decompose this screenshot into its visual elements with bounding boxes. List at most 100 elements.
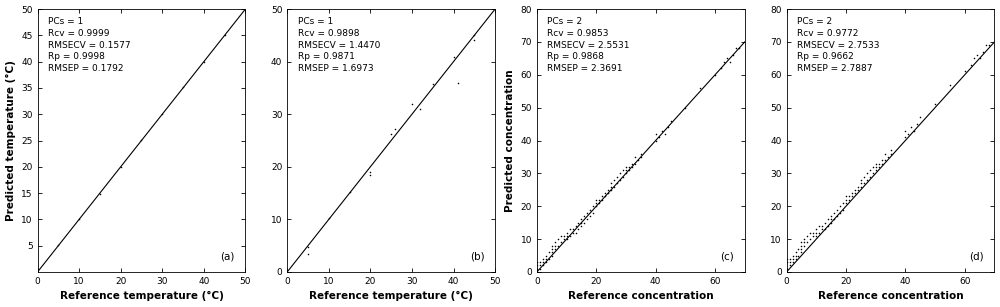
Point — [606, 184, 622, 189]
Point — [835, 200, 851, 205]
Point — [556, 237, 572, 242]
Point — [609, 181, 625, 186]
Point — [808, 230, 824, 235]
Point — [793, 243, 809, 248]
Point — [603, 187, 619, 192]
Point — [713, 66, 729, 71]
Point — [909, 122, 925, 126]
X-axis label: Reference concentration: Reference concentration — [818, 291, 963, 301]
Point — [981, 43, 997, 48]
Point — [466, 32, 482, 37]
Point — [826, 217, 842, 222]
X-axis label: Reference temperature (°C): Reference temperature (°C) — [60, 291, 223, 301]
Point — [466, 37, 482, 42]
Point — [547, 240, 563, 245]
Point — [541, 256, 557, 261]
Point — [559, 233, 575, 238]
Point — [612, 171, 628, 176]
Point — [779, 256, 795, 261]
Point — [538, 260, 554, 265]
Point — [217, 32, 233, 37]
Point — [633, 154, 649, 159]
Text: PCs = 1
Rcv = 0.9999
RMSECV = 0.1577
Rp = 0.9998
RMSEP = 0.1792: PCs = 1 Rcv = 0.9999 RMSECV = 0.1577 Rp … — [48, 17, 131, 73]
Point — [779, 270, 795, 274]
Point — [603, 181, 619, 186]
Point — [618, 171, 634, 176]
Point — [871, 164, 887, 169]
Point — [692, 85, 708, 90]
Point — [591, 197, 607, 202]
Point — [113, 164, 129, 169]
Point — [300, 244, 316, 249]
Point — [342, 189, 358, 194]
Point — [362, 169, 378, 174]
Point — [817, 227, 833, 232]
Point — [532, 263, 548, 268]
Point — [900, 131, 916, 136]
Point — [648, 131, 664, 136]
Point — [796, 240, 812, 245]
Point — [594, 194, 610, 199]
Point — [978, 43, 994, 48]
Point — [802, 230, 818, 235]
Point — [588, 200, 604, 205]
Point — [844, 194, 860, 199]
Point — [538, 253, 554, 258]
Point — [785, 253, 801, 258]
Point — [544, 243, 560, 248]
Point — [847, 191, 863, 196]
Point — [820, 217, 836, 222]
Point — [790, 247, 806, 251]
Point — [425, 81, 441, 86]
Point — [562, 227, 578, 232]
Point — [841, 194, 857, 199]
Point — [814, 227, 830, 232]
Point — [559, 237, 575, 242]
Point — [568, 230, 584, 235]
Point — [859, 171, 875, 176]
Point — [570, 220, 586, 225]
Point — [582, 207, 598, 212]
Point — [529, 263, 545, 268]
Point — [853, 181, 869, 186]
Point — [906, 128, 922, 133]
Point — [811, 223, 827, 228]
Point — [779, 260, 795, 265]
Text: PCs = 2
Rcv = 0.9853
RMSECV = 2.5531
Rp = 0.9868
RMSEP = 2.3691: PCs = 2 Rcv = 0.9853 RMSECV = 2.5531 Rp … — [547, 17, 630, 73]
Point — [779, 266, 795, 271]
Point — [621, 168, 637, 173]
Point — [722, 59, 738, 64]
Point — [538, 256, 554, 261]
Point — [883, 151, 899, 156]
Point — [883, 148, 899, 153]
Point — [565, 227, 581, 232]
Point — [832, 204, 848, 209]
Point — [903, 125, 919, 130]
Point — [588, 204, 604, 209]
Y-axis label: Predicted concentration: Predicted concentration — [505, 69, 515, 212]
Point — [133, 138, 149, 142]
Point — [838, 197, 854, 202]
Point — [321, 216, 337, 221]
Point — [565, 230, 581, 235]
Point — [71, 216, 87, 221]
Point — [544, 253, 560, 258]
X-axis label: Reference concentration: Reference concentration — [568, 291, 714, 301]
Text: (c): (c) — [720, 251, 734, 262]
Point — [823, 220, 839, 225]
Point — [450, 80, 466, 85]
Point — [657, 131, 673, 136]
Point — [624, 164, 640, 169]
Point — [609, 174, 625, 179]
Point — [826, 210, 842, 215]
Point — [793, 247, 809, 251]
Point — [963, 62, 979, 67]
Point — [707, 72, 723, 77]
Point — [865, 164, 881, 169]
Point — [850, 187, 866, 192]
Point — [844, 191, 860, 196]
Point — [793, 240, 809, 245]
Point — [850, 184, 866, 189]
Point — [559, 230, 575, 235]
Y-axis label: Predicted temperature (°C): Predicted temperature (°C) — [6, 60, 16, 221]
